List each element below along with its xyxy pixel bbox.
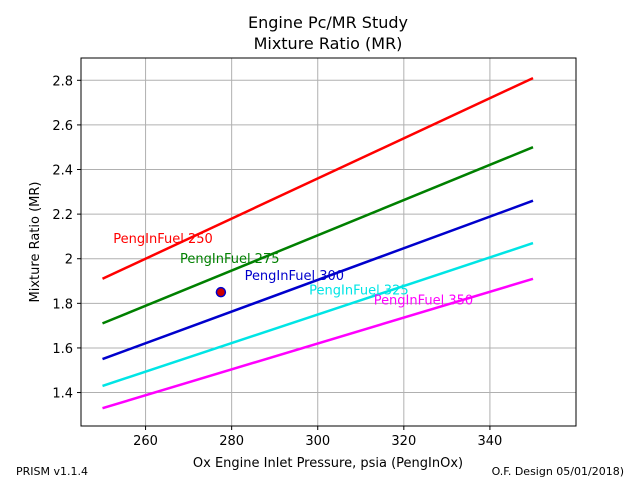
y-tick-label: 2.4: [52, 164, 73, 179]
x-tick-label: 260: [133, 434, 158, 449]
x-axis-label: Ox Engine Inlet Pressure, psia (PengInOx…: [193, 456, 463, 471]
y-tick-label: 1.4: [52, 387, 73, 402]
y-tick-label: 2.6: [52, 119, 73, 134]
series-label: PengInFuel 325: [309, 283, 409, 298]
x-tick-label: 320: [391, 434, 416, 449]
x-tick-label: 300: [305, 434, 330, 449]
series-labels: PengInFuel 250 PengInFuel 275 PengInFuel 3…: [113, 232, 473, 308]
series-label: PengInFuel 275: [180, 252, 280, 267]
y-tick-label: 2.2: [52, 208, 73, 223]
data-point: [215, 286, 227, 298]
series-line: [102, 241, 534, 388]
plot-frame: [80, 57, 577, 427]
series-line: [102, 146, 534, 325]
series-lines: [101, 76, 534, 410]
chart-subtitle: Mixture Ratio (MR): [254, 34, 403, 53]
footer-version: PRISM v1.1.4: [16, 465, 88, 478]
x-tick-label: 280: [219, 434, 244, 449]
y-tick-label: 2.8: [52, 74, 73, 89]
y-tick-label: 2: [65, 253, 73, 268]
series-line: [102, 199, 534, 361]
y-tick-label: 1.6: [52, 342, 73, 357]
y-axis-label: Mixture Ratio (MR): [28, 182, 43, 303]
series-label: PengInFuel 350: [374, 293, 474, 308]
series-label: PengInFuel 300: [245, 269, 345, 284]
footer-credit: O.F. Design 05/01/2018): [492, 465, 624, 478]
y-tick-label: 1.8: [52, 297, 73, 312]
series-label: PengInFuel 250: [113, 232, 213, 247]
series-line: [101, 76, 534, 280]
y-axis-ticks: 1.4 1.6 1.8 2 2.2 2.4 2.6 2.8: [52, 74, 81, 402]
x-tick-label: 340: [477, 434, 502, 449]
chart-title: Engine Pc/MR Study: [248, 13, 408, 32]
series-line: [102, 277, 534, 410]
x-axis-ticks: 260 280 300 320 340: [133, 426, 502, 449]
data-points: [215, 286, 227, 298]
